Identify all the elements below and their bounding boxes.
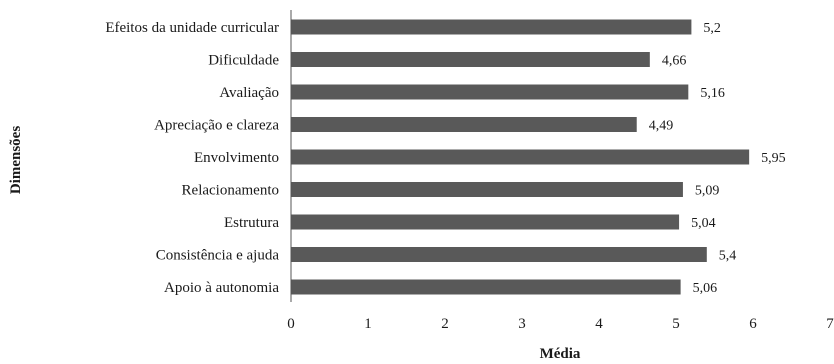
category-label: Relacionamento [182,183,279,199]
data-label: 5,04 [691,216,716,231]
bar [291,117,637,132]
category-label: Apreciação e clareza [154,118,279,134]
category-label: Efeitos da unidade curricular [105,20,279,36]
data-label: 5,06 [693,281,718,296]
bar [291,182,683,197]
bar [291,19,692,35]
bar [291,214,680,230]
bar [291,52,650,67]
x-axis-title: Média [540,346,581,362]
category-label: Apoio à autonomia [164,280,279,296]
bar [291,247,707,262]
x-ticks: 0 1 2 3 4 5 6 7 [287,316,834,332]
bars [291,19,750,295]
x-tick-label: 0 [287,316,295,332]
x-tick-label: 3 [518,316,526,332]
bar [291,279,681,295]
category-label: Envolvimento [194,150,279,166]
x-tick-label: 6 [749,316,757,332]
x-tick-label: 2 [441,316,449,332]
data-label: 5,4 [719,249,737,264]
x-tick-label: 7 [826,316,834,332]
category-label: Estrutura [224,215,279,231]
value-labels: 5,2 4,66 5,16 4,49 5,95 5,09 5,04 5,4 5,06 [649,21,786,296]
bar [291,84,689,100]
data-label: 5,2 [703,21,721,36]
category-labels: Efeitos da unidade curricular Dificuldade… [105,20,279,296]
x-tick-label: 4 [595,316,603,332]
data-label: 4,49 [649,119,674,134]
x-tick-label: 1 [364,316,372,332]
data-label: 5,09 [695,184,720,199]
y-axis-title: Dimensões [8,126,24,194]
data-label: 5,16 [700,86,725,101]
category-label: Consistência e ajuda [156,248,280,264]
data-label: 5,95 [761,151,786,166]
data-label: 4,66 [662,54,687,69]
x-tick-label: 5 [672,316,680,332]
bar [291,149,750,165]
category-label: Avaliação [219,85,279,101]
category-label: Dificuldade [208,53,279,69]
